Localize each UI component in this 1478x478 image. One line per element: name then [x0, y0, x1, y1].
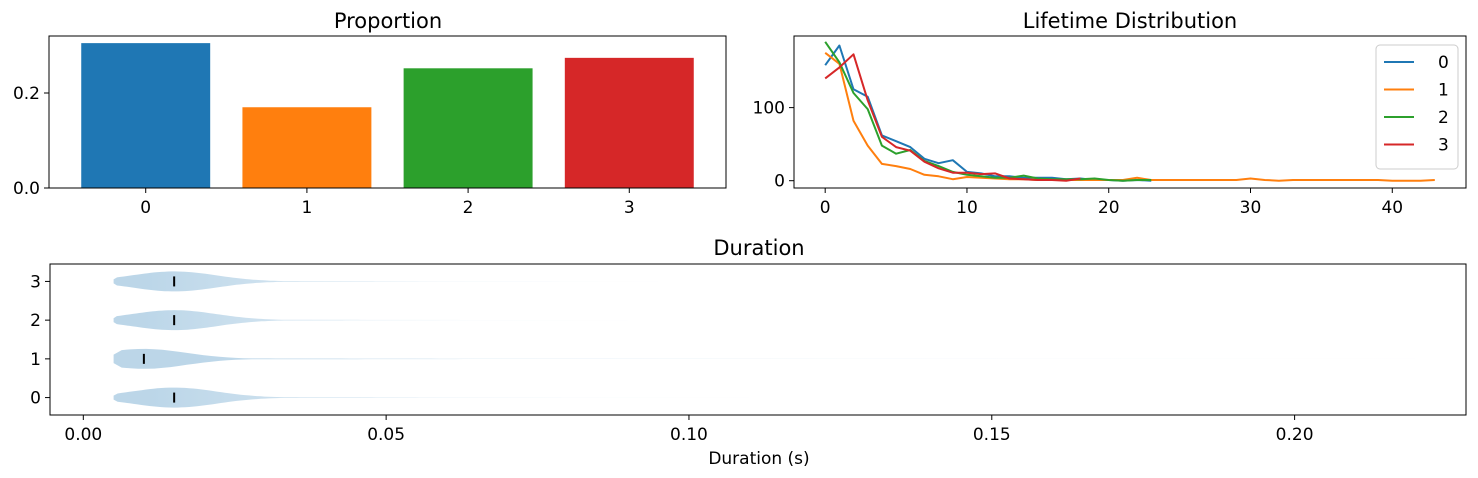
y-tick-label: 2: [30, 311, 41, 331]
legend-label-1: 1: [1438, 81, 1449, 101]
x-tick-label: 2: [463, 198, 474, 218]
y-tick-label: 0: [774, 172, 785, 192]
x-tick-label: 1: [301, 198, 312, 218]
proportion-bar-3: [564, 57, 694, 188]
duration-chart: Duration 0.00 0.05 0.10 0.15 0.20 0 1 2 3 Durati…: [30, 236, 1467, 469]
proportion-bar-2: [403, 68, 533, 188]
legend-label-0: 0: [1438, 53, 1449, 73]
lifetime-title: Lifetime Distribution: [1023, 9, 1237, 33]
lifetime-series-0: [824, 44, 1152, 182]
x-tick-label: 0.05: [367, 425, 405, 445]
lifetime-series-2: [824, 41, 1152, 182]
proportion-frame: [48, 35, 727, 189]
x-tick-label: 0.00: [64, 425, 102, 445]
duration-xlabel: Duration (s): [708, 449, 809, 469]
violin-1: [113, 348, 1416, 369]
y-tick-label: 3: [30, 272, 41, 292]
duration-violins: [113, 271, 1416, 408]
lifetime-legend: 0 1 2 3: [1375, 44, 1459, 170]
y-tick-label: 0.2: [13, 84, 40, 104]
proportion-bar-0: [81, 43, 211, 188]
lifetime-series-1: [824, 52, 1435, 182]
duration-title: Duration: [713, 236, 804, 260]
x-tick-label: 40: [1381, 198, 1403, 218]
lifetime-lines: [824, 41, 1435, 182]
duration-frame: [49, 263, 1467, 416]
y-tick-label: 100: [753, 99, 785, 119]
proportion-chart: Proportion 0 1 2 3 0.0 0.2: [13, 9, 727, 218]
violin-2: [113, 310, 629, 331]
lifetime-axes: 0 10 20 30 40 0 100: [753, 99, 1404, 218]
x-tick-label: 0.10: [670, 425, 708, 445]
violin-3: [113, 271, 659, 292]
x-tick-label: 30: [1240, 198, 1262, 218]
proportion-axes: 0 1 2 3 0.0 0.2: [13, 84, 635, 218]
lifetime-chart: Lifetime Distribution 0 10 20 30 40 0 100 0 1 2 3: [753, 9, 1467, 218]
lifetime-series-3: [824, 53, 1081, 182]
lifetime-frame: [793, 35, 1467, 189]
proportion-bar-1: [242, 107, 372, 188]
y-tick-label: 1: [30, 350, 41, 370]
x-tick-label: 0: [820, 198, 831, 218]
x-tick-label: 20: [1098, 198, 1120, 218]
proportion-title: Proportion: [334, 9, 442, 33]
proportion-bars: [81, 43, 694, 188]
duration-axes: 0.00 0.05 0.10 0.15 0.20 0 1 2 3: [30, 272, 1313, 445]
y-tick-label: 0.0: [13, 179, 40, 199]
legend-box: [1375, 44, 1459, 170]
x-tick-label: 0.20: [1276, 425, 1314, 445]
x-tick-label: 10: [956, 198, 978, 218]
x-tick-label: 0.15: [973, 425, 1011, 445]
violin-0: [113, 387, 750, 408]
x-tick-label: 3: [624, 198, 635, 218]
legend-label-2: 2: [1438, 108, 1449, 128]
y-tick-label: 0: [30, 389, 41, 409]
legend-label-3: 3: [1438, 136, 1449, 156]
x-tick-label: 0: [140, 198, 151, 218]
